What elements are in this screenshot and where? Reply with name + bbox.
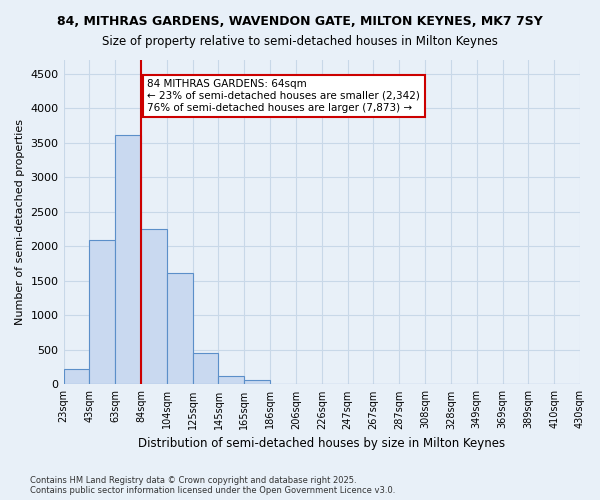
Text: 84 MITHRAS GARDENS: 64sqm
← 23% of semi-detached houses are smaller (2,342)
76% : 84 MITHRAS GARDENS: 64sqm ← 23% of semi-… — [148, 80, 421, 112]
Bar — [167, 272, 193, 384]
X-axis label: Distribution of semi-detached houses by size in Milton Keynes: Distribution of semi-detached houses by … — [138, 437, 505, 450]
Bar — [218, 376, 244, 384]
Bar — [244, 380, 270, 384]
Bar — [64, 369, 89, 384]
Text: 84, MITHRAS GARDENS, WAVENDON GATE, MILTON KEYNES, MK7 7SY: 84, MITHRAS GARDENS, WAVENDON GATE, MILT… — [57, 15, 543, 28]
Bar — [115, 134, 141, 384]
Text: Contains HM Land Registry data © Crown copyright and database right 2025.
Contai: Contains HM Land Registry data © Crown c… — [30, 476, 395, 495]
Bar — [141, 229, 167, 384]
Bar — [193, 352, 218, 384]
Text: Size of property relative to semi-detached houses in Milton Keynes: Size of property relative to semi-detach… — [102, 35, 498, 48]
Y-axis label: Number of semi-detached properties: Number of semi-detached properties — [15, 119, 25, 325]
Bar — [89, 240, 115, 384]
